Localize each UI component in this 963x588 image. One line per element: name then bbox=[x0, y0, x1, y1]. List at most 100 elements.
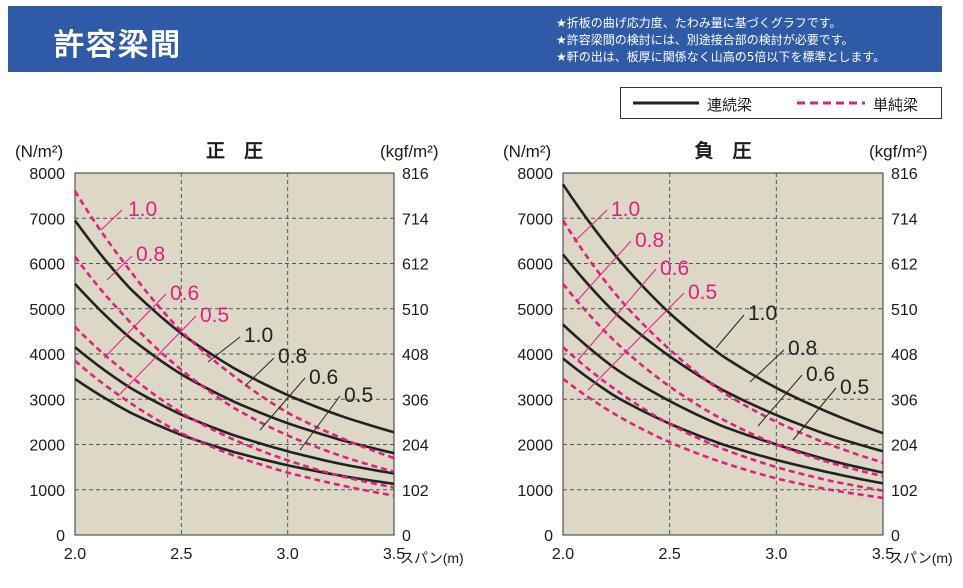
simple-series-1.0 bbox=[73, 190, 395, 460]
y-tick-label-right: 204 bbox=[402, 438, 429, 455]
legend-simple-label: 単純梁 bbox=[873, 96, 919, 114]
x-tick-label: 3.0 bbox=[277, 546, 299, 563]
y-tick-label-right: 510 bbox=[402, 302, 429, 319]
continuous-label-1.0: 1.0 bbox=[748, 302, 777, 325]
plot-area bbox=[74, 172, 395, 536]
y-tick-label-left: 2000 bbox=[517, 438, 553, 455]
y-tick-label-left: 4000 bbox=[29, 347, 65, 364]
y-tick-label-left: 8000 bbox=[29, 166, 65, 183]
y-tick-label-right: 408 bbox=[891, 347, 918, 364]
label-leader-line bbox=[757, 374, 803, 427]
y-axis-unit-left: (N/m²) bbox=[503, 142, 551, 161]
y-tick-label-left: 2000 bbox=[29, 438, 65, 455]
y-tick-label-right: 102 bbox=[402, 483, 429, 500]
note-line: ★軒の出は、板厚に関係なく山高の5倍以下を標準とします。 bbox=[556, 50, 886, 64]
continuous-label-0.6: 0.6 bbox=[806, 363, 835, 386]
y-axis-unit-left: (N/m²) bbox=[15, 142, 63, 161]
header-banner: 許容梁間 ★折板の曲げ応力度、たわみ量に基づくグラフです。 ★許容梁間の検討には… bbox=[8, 6, 942, 72]
simple-series-1.0 bbox=[561, 219, 884, 464]
label-leader-line bbox=[259, 377, 306, 431]
chart-legend: 連続梁 単純梁 bbox=[620, 87, 942, 119]
continuous-label-0.6: 0.6 bbox=[309, 366, 338, 389]
x-tick-label: 2.5 bbox=[170, 546, 192, 563]
simple-label-1.0: 1.0 bbox=[611, 198, 640, 221]
y-tick-label-right: 0 bbox=[402, 528, 411, 545]
continuous-label-0.8: 0.8 bbox=[788, 337, 817, 360]
continuous-label-1.0: 1.0 bbox=[244, 324, 273, 347]
y-tick-label-left: 0 bbox=[56, 528, 65, 545]
continuous-series-0.5 bbox=[562, 357, 884, 485]
label-leader-line bbox=[792, 387, 837, 441]
y-tick-label-right: 204 bbox=[891, 438, 918, 455]
chart-title: 正 圧 bbox=[206, 141, 263, 162]
label-leader-line bbox=[299, 395, 341, 451]
x-tick-label: 2.0 bbox=[552, 546, 574, 563]
continuous-series-0.6 bbox=[562, 323, 884, 474]
simple-series-0.6 bbox=[74, 325, 395, 489]
continuous-label-0.8: 0.8 bbox=[278, 345, 307, 368]
y-tick-label-right: 816 bbox=[402, 166, 429, 183]
label-leader-line bbox=[573, 209, 608, 243]
y-tick-label-left: 1000 bbox=[29, 483, 65, 500]
note-line: ★許容梁間の検討には、別途接合部の検討が必要です。 bbox=[556, 33, 854, 47]
label-leader-line bbox=[106, 255, 133, 281]
x-axis-label: スパン(m) bbox=[889, 550, 953, 566]
label-leader-line bbox=[119, 315, 197, 395]
y-tick-label-left: 3000 bbox=[517, 392, 553, 409]
y-tick-label-right: 816 bbox=[891, 166, 918, 183]
continuous-label-0.5: 0.5 bbox=[344, 384, 373, 407]
y-tick-label-right: 306 bbox=[891, 392, 918, 409]
y-tick-label-right: 714 bbox=[402, 211, 429, 228]
note-line: ★折板の曲げ応力度、たわみ量に基づくグラフです。 bbox=[556, 16, 842, 30]
simple-series-0.8 bbox=[561, 283, 884, 478]
continuous-series-0.5 bbox=[74, 377, 395, 486]
legend-swatches bbox=[633, 101, 865, 105]
x-tick-label: 2.5 bbox=[659, 546, 681, 563]
y-tick-label-left: 1000 bbox=[517, 483, 553, 500]
x-axis-label: スパン(m) bbox=[400, 550, 464, 566]
label-leader-line bbox=[575, 240, 632, 303]
y-tick-label-right: 510 bbox=[891, 302, 918, 319]
x-tick-label: 2.0 bbox=[64, 546, 86, 563]
simple-label-0.6: 0.6 bbox=[170, 282, 199, 305]
y-axis-unit-right: (kgf/m²) bbox=[869, 142, 928, 161]
continuous-series-0.8 bbox=[74, 283, 395, 455]
legend-continuous-label: 連続梁 bbox=[707, 96, 753, 114]
x-tick-label: 3.5 bbox=[872, 546, 894, 563]
continuous-label-0.5: 0.5 bbox=[840, 376, 869, 399]
y-tick-label-left: 7000 bbox=[29, 211, 65, 228]
simple-label-0.6: 0.6 bbox=[660, 257, 689, 280]
continuous-series-0.6 bbox=[74, 346, 395, 475]
label-leader-line bbox=[749, 349, 785, 383]
y-tick-label-right: 408 bbox=[402, 347, 429, 364]
simple-series-0.5 bbox=[562, 377, 884, 500]
label-leader-line bbox=[244, 357, 275, 387]
simple-series-0.8 bbox=[73, 255, 395, 473]
y-tick-label-left: 3000 bbox=[29, 392, 65, 409]
page-title: 許容梁間 bbox=[54, 28, 182, 63]
label-leader-line bbox=[103, 293, 167, 359]
label-leader-line bbox=[100, 209, 123, 231]
chart-title: 負 圧 bbox=[694, 139, 751, 162]
simple-label-1.0: 1.0 bbox=[128, 198, 157, 221]
y-tick-label-right: 102 bbox=[891, 483, 918, 500]
label-leader-line bbox=[715, 314, 745, 349]
continuous-series-0.8 bbox=[561, 253, 884, 453]
y-tick-label-left: 8000 bbox=[517, 166, 553, 183]
y-tick-label-left: 4000 bbox=[517, 347, 553, 364]
label-leader-line bbox=[207, 336, 241, 363]
x-tick-label: 3.0 bbox=[765, 546, 787, 563]
y-tick-label-left: 6000 bbox=[29, 257, 65, 274]
simple-label-0.5: 0.5 bbox=[200, 304, 229, 327]
y-tick-label-left: 5000 bbox=[29, 302, 65, 319]
y-tick-label-right: 612 bbox=[891, 257, 918, 274]
continuous-series-1.0 bbox=[73, 219, 395, 434]
label-leader-line bbox=[577, 268, 657, 361]
y-tick-label-left: 5000 bbox=[517, 302, 553, 319]
x-tick-label: 3.5 bbox=[383, 546, 405, 563]
y-tick-label-right: 306 bbox=[402, 392, 429, 409]
plot-area bbox=[562, 172, 884, 536]
y-tick-label-left: 0 bbox=[544, 528, 553, 545]
y-tick-label-right: 612 bbox=[402, 257, 429, 274]
